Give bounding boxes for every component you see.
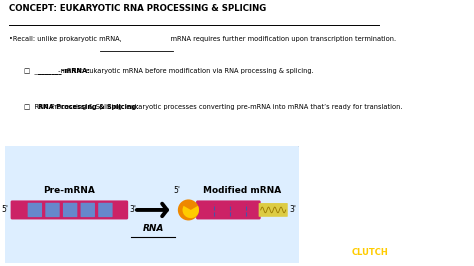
Text: CLUTCH: CLUTCH [351,248,388,257]
Circle shape [178,200,199,221]
Text: 5': 5' [1,205,9,214]
Wedge shape [182,206,199,218]
FancyBboxPatch shape [3,145,300,265]
FancyBboxPatch shape [98,203,113,217]
FancyBboxPatch shape [27,203,42,217]
Text: _______-mRNA:: _______-mRNA: [38,67,90,74]
Text: 5': 5' [173,186,181,195]
Text: CONCEPT: EUKARYOTIC RNA PROCESSING & SPLICING: CONCEPT: EUKARYOTIC RNA PROCESSING & SPL… [9,5,267,14]
FancyBboxPatch shape [196,201,261,219]
FancyBboxPatch shape [10,201,128,219]
Text: RNA: RNA [143,225,164,234]
Text: 3': 3' [130,205,137,214]
Text: •Recall: unlike prokaryotic mRNA,                       mRNA requires further mo: •Recall: unlike prokaryotic mRNA, mRNA r… [9,36,397,42]
Text: Modified mRNA: Modified mRNA [203,186,282,195]
FancyBboxPatch shape [46,203,60,217]
FancyBboxPatch shape [259,203,288,217]
Text: 3': 3' [290,205,297,214]
Text: RNA Processing & Splicing:: RNA Processing & Splicing: [38,104,139,110]
Text: Pre-mRNA: Pre-mRNA [44,186,95,195]
Text: □  _______-mRNA: eukaryotic mRNA before modification via RNA processing & splici: □ _______-mRNA: eukaryotic mRNA before m… [24,67,313,74]
FancyBboxPatch shape [63,203,77,217]
Text: □  RNA Processing & Splicing: eukaryotic processes converting pre-mRNA into mRNA: □ RNA Processing & Splicing: eukaryotic … [24,104,402,110]
FancyBboxPatch shape [81,203,95,217]
